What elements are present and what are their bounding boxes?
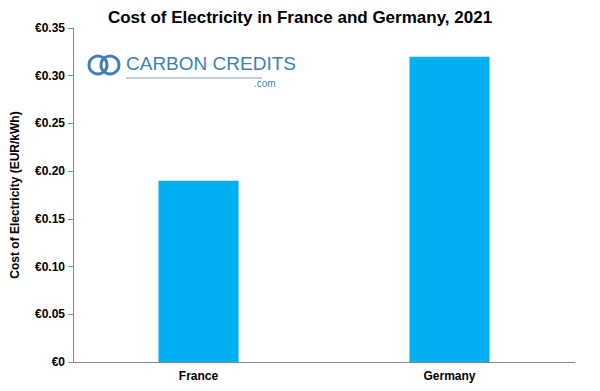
svg-text:€0.35: €0.35 — [35, 21, 65, 35]
svg-text:France: France — [179, 369, 219, 383]
svg-text:Germany: Germany — [423, 369, 475, 383]
svg-text:€0.15: €0.15 — [35, 212, 65, 226]
svg-text:Cost of Electricity in France: Cost of Electricity in France and German… — [108, 8, 492, 27]
svg-text:CARBON CREDITS: CARBON CREDITS — [126, 53, 296, 74]
svg-text:€0.25: €0.25 — [35, 116, 65, 130]
svg-text:€0.10: €0.10 — [35, 260, 65, 274]
svg-text:Cost of Electricity (EUR/kWh): Cost of Electricity (EUR/kWh) — [8, 111, 22, 278]
svg-text:€0.05: €0.05 — [35, 307, 65, 321]
svg-text:€0.20: €0.20 — [35, 164, 65, 178]
svg-text:€0.30: €0.30 — [35, 69, 65, 83]
svg-text:.com: .com — [254, 78, 276, 89]
svg-text:€0: €0 — [52, 355, 66, 369]
